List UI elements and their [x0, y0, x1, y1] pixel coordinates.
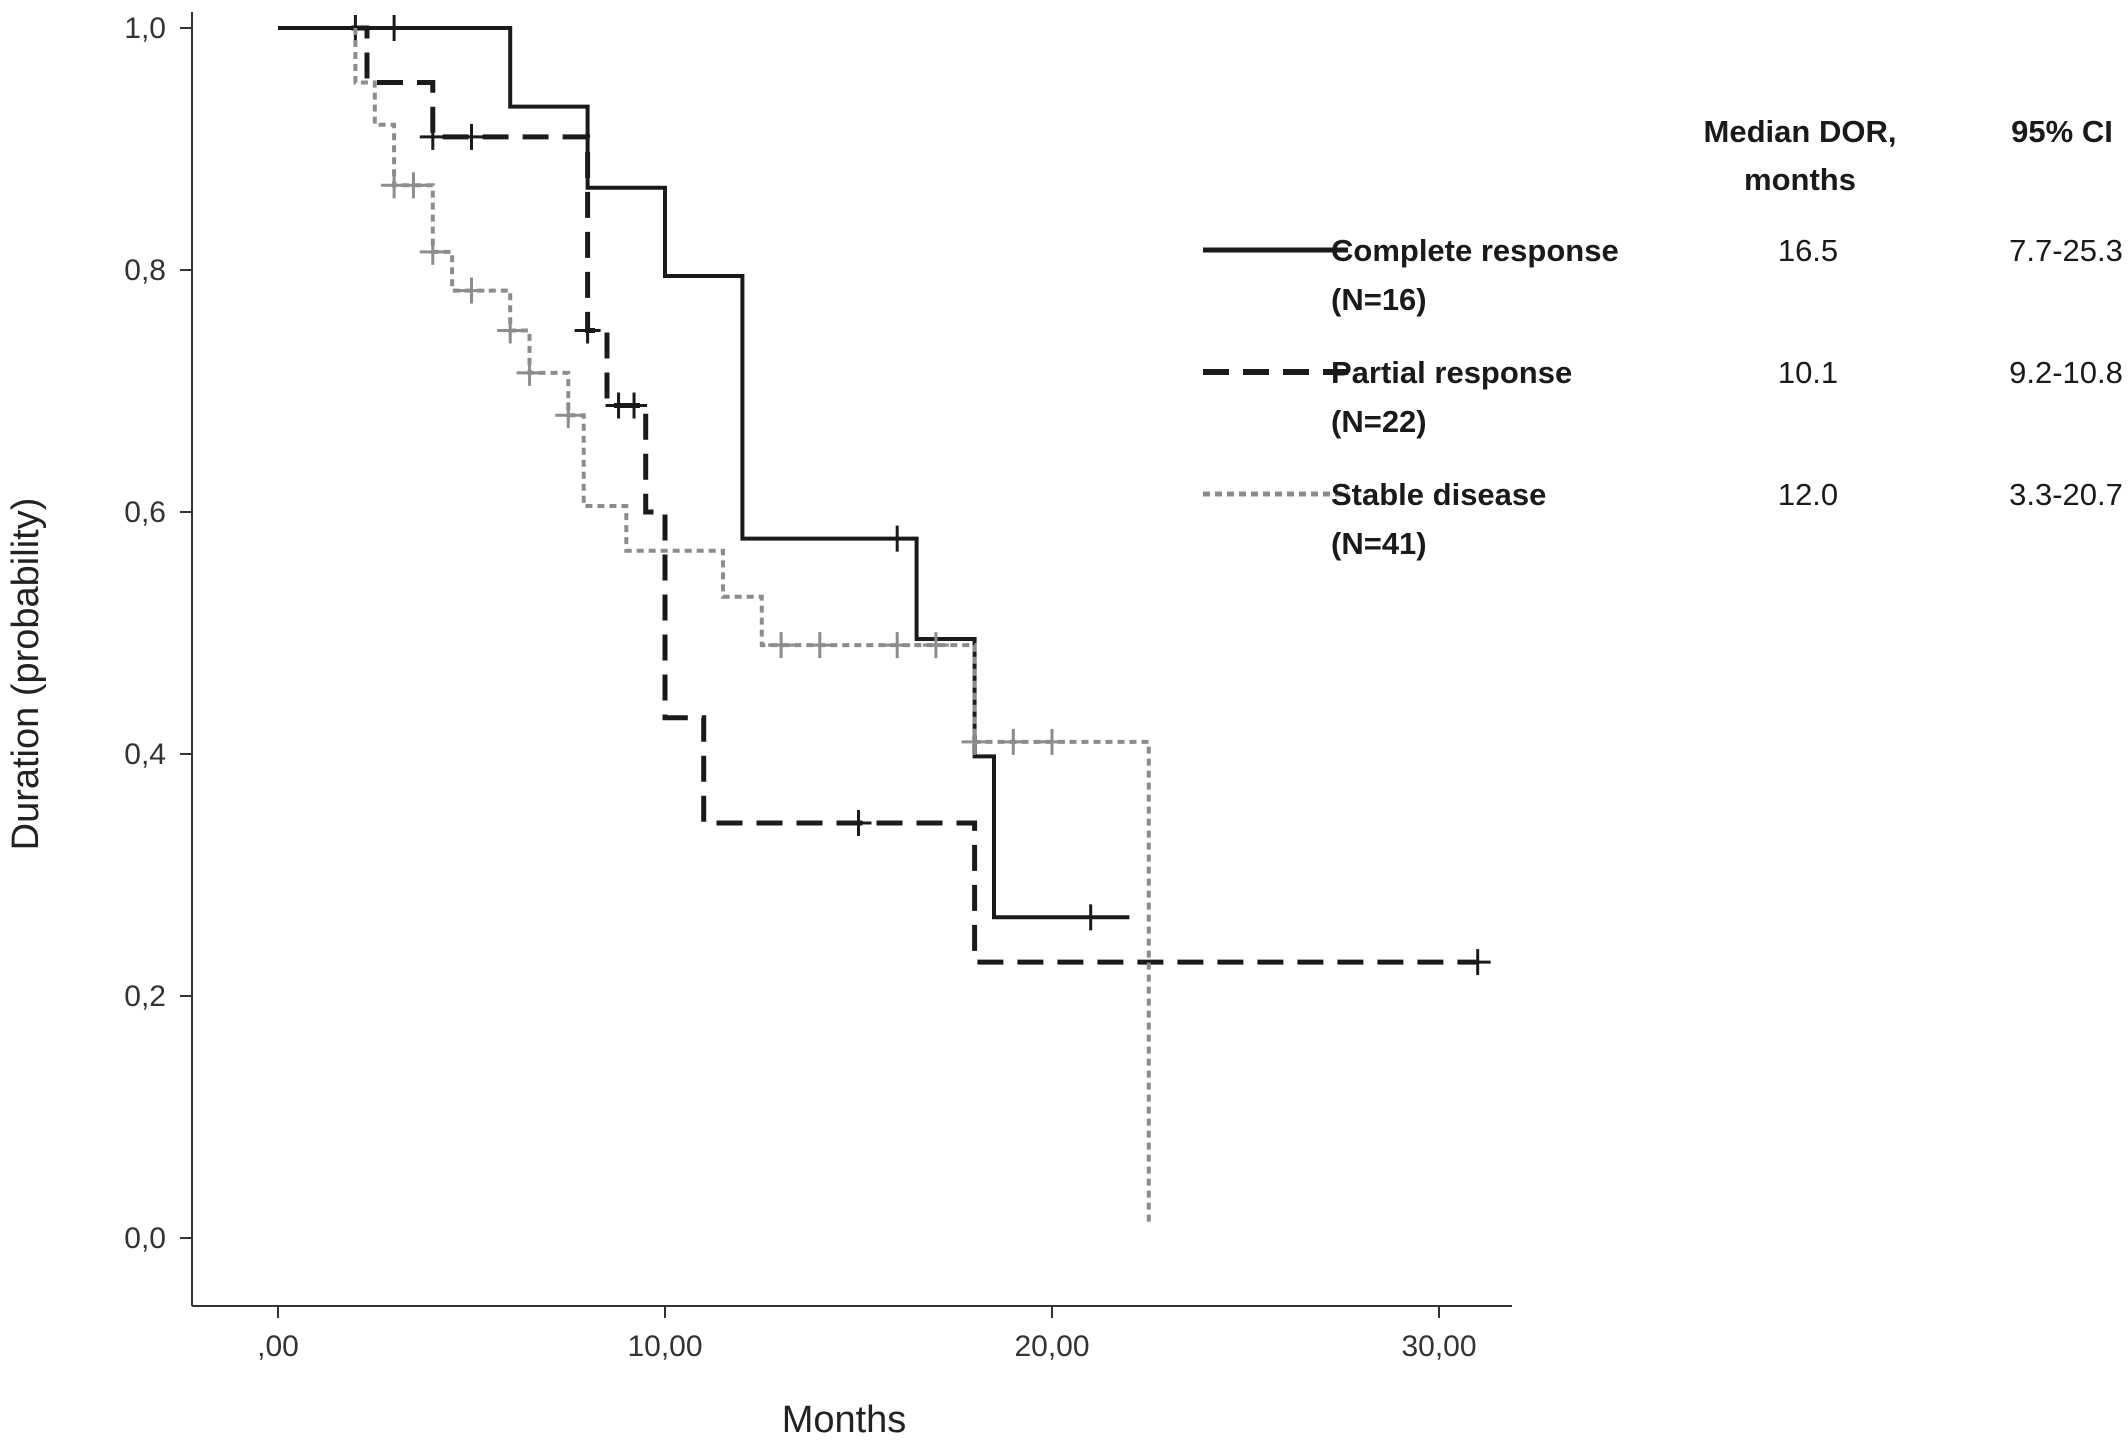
x-axis-title: Months	[782, 1399, 907, 1440]
series-stable-disease	[353, 28, 1151, 1224]
ci-value: 7.7-25.3	[2009, 233, 2123, 268]
legend: Complete response (N=16) 16.5 7.7-25.3 Parti…	[1203, 233, 2123, 561]
ci-value: 3.3-20.7	[2009, 477, 2123, 512]
censor-mark	[419, 123, 446, 150]
x-tick-label: 30,00	[1401, 1330, 1476, 1363]
km-curve-stable-disease	[353, 28, 1151, 1224]
y-tick-label: 0,4	[124, 738, 166, 771]
censor-mark	[621, 392, 648, 419]
y-tick-label: 0,8	[124, 254, 166, 287]
y-axis-title: Duration (probability)	[5, 498, 47, 851]
legend-row-stable-disease: Stable disease (N=41) 12.0 3.3-20.7	[1203, 477, 2123, 561]
legend-label: Partial response	[1331, 355, 1572, 390]
y-axis-ticks: 0,0 0,2 0,4 0,6 0,8 1,0	[124, 12, 192, 1255]
series-partial-response	[351, 25, 1491, 976]
series-layer	[278, 15, 1491, 1224]
censor-mark	[458, 277, 485, 304]
censor-mark	[845, 809, 872, 836]
ci-value: 9.2-10.8	[2009, 355, 2123, 390]
censor-mark	[961, 728, 988, 755]
series-complete-response	[278, 15, 1130, 931]
legend-row-complete-response: Complete response (N=16) 16.5 7.7-25.3	[1203, 233, 2123, 317]
y-tick-label: 1,0	[124, 12, 166, 45]
censor-mark	[400, 172, 427, 199]
x-tick-label: 20,00	[1014, 1330, 1089, 1363]
censor-mark	[1077, 904, 1104, 931]
censor-mark	[458, 123, 485, 150]
censor-mark	[806, 632, 833, 659]
censor-mark	[1000, 728, 1027, 755]
median-dor-value: 10.1	[1778, 355, 1838, 390]
y-tick-label: 0,6	[124, 496, 166, 529]
median-dor-value: 16.5	[1778, 233, 1838, 268]
km-curve-complete-response	[278, 26, 1130, 920]
legend-label: Stable disease	[1331, 477, 1546, 512]
summary-table: Median DOR, months 95% CI	[1704, 114, 2113, 197]
legend-label: Complete response	[1331, 233, 1619, 268]
censor-mark	[922, 632, 949, 659]
x-axis-ticks: ,00 10,00 20,00 30,00	[257, 1306, 1477, 1363]
censor-mark	[768, 632, 795, 659]
censor-mark	[381, 15, 408, 41]
censor-mark	[497, 317, 524, 344]
x-tick-label: 10,00	[627, 1330, 702, 1363]
censor-mark	[419, 238, 446, 265]
censor-mark	[1039, 728, 1065, 755]
censor-mark	[884, 632, 911, 659]
x-tick-label: ,00	[257, 1330, 299, 1363]
km-curve-partial-response	[351, 25, 1478, 965]
y-tick-label: 0,0	[124, 1222, 166, 1255]
censor-mark	[1464, 949, 1491, 976]
median-dor-value: 12.0	[1778, 477, 1838, 512]
median-header-line2: months	[1744, 162, 1856, 197]
legend-n-label: (N=41)	[1331, 526, 1427, 561]
legend-row-partial-response: Partial response (N=22) 10.1 9.2-10.8	[1203, 355, 2123, 439]
axes	[191, 12, 1512, 1307]
censor-mark	[574, 317, 601, 344]
legend-n-label: (N=16)	[1331, 282, 1427, 317]
legend-n-label: (N=22)	[1331, 404, 1427, 439]
y-tick-label: 0,2	[124, 980, 166, 1013]
censor-mark	[884, 525, 911, 552]
ci-header: 95% CI	[2011, 114, 2113, 149]
censor-mark	[555, 402, 582, 429]
censor-mark	[516, 359, 543, 386]
median-header-line1: Median DOR,	[1704, 114, 1897, 149]
